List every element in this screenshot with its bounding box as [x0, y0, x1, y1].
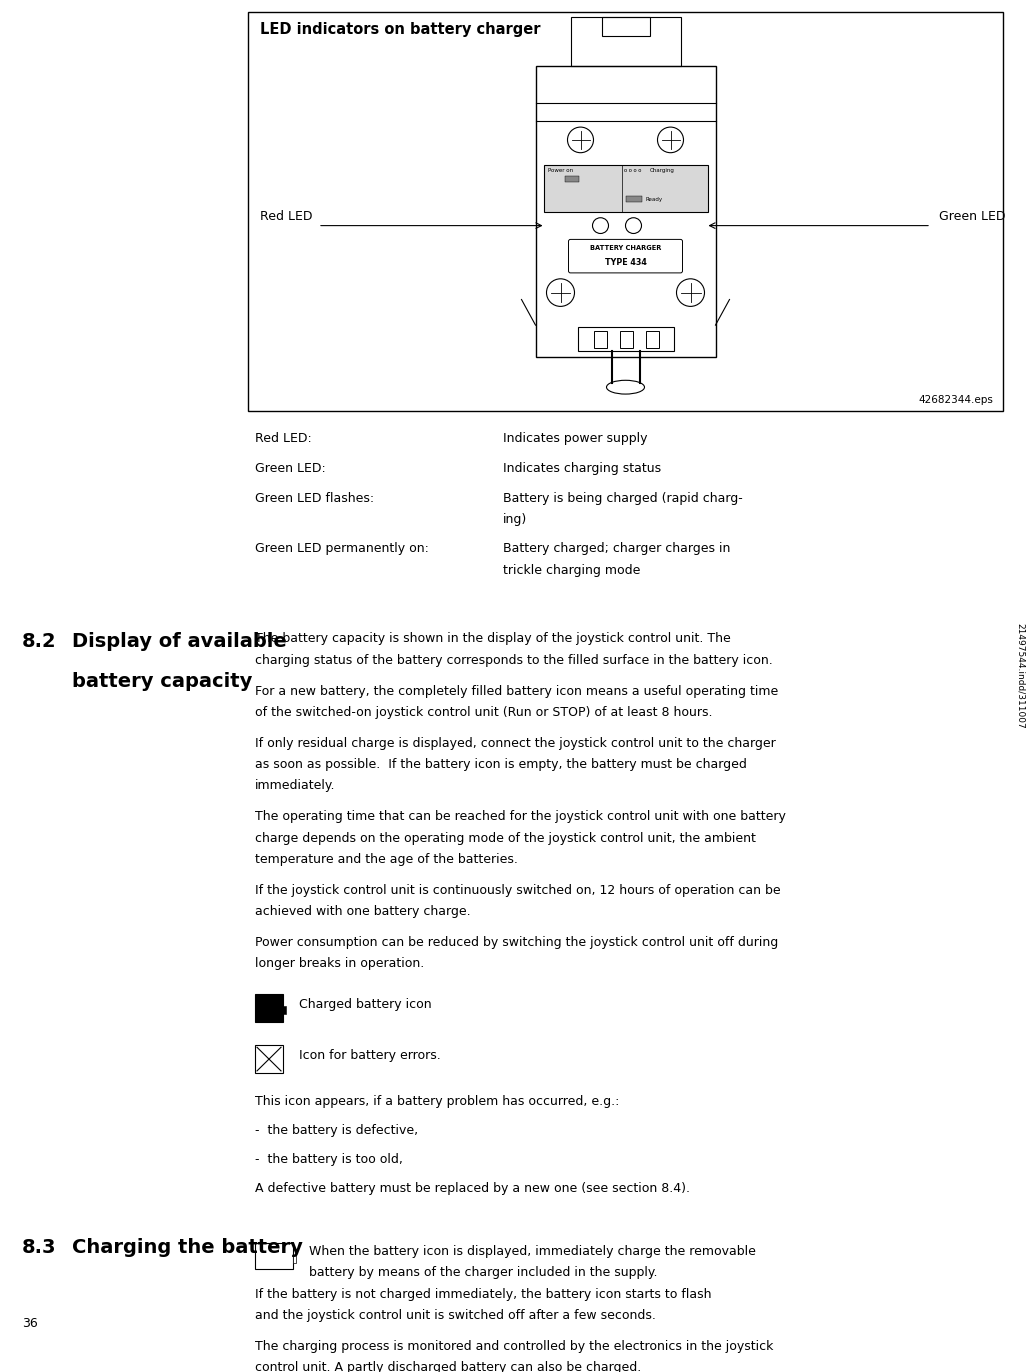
Text: immediately.: immediately.: [255, 779, 335, 792]
Bar: [283, 1007, 286, 1014]
Text: Icon for battery errors.: Icon for battery errors.: [299, 1050, 441, 1062]
Text: For a new battery, the completely filled battery icon means a useful operating t: For a new battery, the completely filled…: [255, 685, 778, 698]
Bar: [248, 12, 1003, 410]
Text: Red LED:: Red LED:: [255, 432, 311, 446]
Text: Battery is being charged (rapid charg-: Battery is being charged (rapid charg-: [503, 491, 743, 505]
Ellipse shape: [607, 380, 645, 394]
Text: -  the battery is too old,: - the battery is too old,: [255, 1152, 403, 1166]
Bar: [593, 331, 607, 347]
Bar: [255, 1243, 293, 1269]
Bar: [646, 331, 659, 347]
Bar: [625, 196, 641, 202]
Text: Display of available: Display of available: [72, 632, 287, 652]
Bar: [601, 16, 650, 37]
Text: Green LED permanently on:: Green LED permanently on:: [255, 542, 429, 556]
Text: Indicates charging status: Indicates charging status: [503, 462, 661, 475]
Bar: [571, 16, 681, 66]
Text: Charging the battery: Charging the battery: [72, 1239, 303, 1257]
Bar: [255, 995, 283, 1022]
Text: Green LED flashes:: Green LED flashes:: [255, 491, 374, 505]
Text: The operating time that can be reached for the joystick control unit with one ba: The operating time that can be reached f…: [255, 811, 785, 823]
Text: TYPE 434: TYPE 434: [604, 258, 647, 268]
Text: The battery capacity is shown in the display of the joystick control unit. The: The battery capacity is shown in the dis…: [255, 632, 731, 645]
Text: 8.2: 8.2: [22, 632, 57, 652]
Text: -  the battery is defective,: - the battery is defective,: [255, 1124, 418, 1136]
Text: If only residual charge is displayed, connect the joystick control unit to the c: If only residual charge is displayed, co…: [255, 737, 776, 750]
Text: 21497544.indd/311007: 21497544.indd/311007: [1016, 623, 1025, 729]
FancyBboxPatch shape: [568, 239, 683, 273]
Text: trickle charging mode: trickle charging mode: [503, 564, 640, 576]
Text: Power consumption can be reduced by switching the joystick control unit off duri: Power consumption can be reduced by swit…: [255, 936, 778, 949]
Text: Charged battery icon: Charged battery icon: [299, 997, 432, 1011]
Text: If the battery is not charged immediately, the battery icon starts to flash: If the battery is not charged immediatel…: [255, 1288, 711, 1301]
Text: of the switched-on joystick control unit (Run or STOP) of at least 8 hours.: of the switched-on joystick control unit…: [255, 705, 712, 719]
Bar: [578, 327, 673, 351]
Text: 8.3: 8.3: [22, 1239, 57, 1257]
Bar: [293, 1254, 296, 1262]
Text: control unit. A partly discharged battery can also be charged.: control unit. A partly discharged batter…: [255, 1361, 641, 1372]
Text: longer breaks in operation.: longer breaks in operation.: [255, 958, 425, 970]
Text: o o o o: o o o o: [624, 169, 640, 173]
Text: achieved with one battery charge.: achieved with one battery charge.: [255, 906, 471, 918]
Text: charge depends on the operating mode of the joystick control unit, the ambient: charge depends on the operating mode of …: [255, 831, 756, 845]
Text: BATTERY CHARGER: BATTERY CHARGER: [590, 246, 661, 251]
Text: 42682344.eps: 42682344.eps: [918, 395, 993, 405]
Text: A defective battery must be replaced by a new one (see section 8.4).: A defective battery must be replaced by …: [255, 1181, 690, 1195]
Bar: [255, 1045, 283, 1073]
Text: This icon appears, if a battery problem has occurred, e.g.:: This icon appears, if a battery problem …: [255, 1095, 620, 1107]
Text: If the joystick control unit is continuously switched on, 12 hours of operation : If the joystick control unit is continuo…: [255, 884, 780, 897]
Text: Ready: Ready: [646, 198, 663, 202]
Text: Battery charged; charger charges in: Battery charged; charger charges in: [503, 542, 730, 556]
Text: and the joystick control unit is switched off after a few seconds.: and the joystick control unit is switche…: [255, 1309, 656, 1321]
Bar: [544, 165, 707, 211]
Text: 36: 36: [22, 1317, 38, 1329]
Text: Red LED: Red LED: [260, 210, 313, 222]
Text: Charging: Charging: [650, 169, 674, 173]
Text: battery by means of the charger included in the supply.: battery by means of the charger included…: [309, 1266, 658, 1280]
Text: The charging process is monitored and controlled by the electronics in the joyst: The charging process is monitored and co…: [255, 1340, 773, 1353]
Text: as soon as possible.  If the battery icon is empty, the battery must be charged: as soon as possible. If the battery icon…: [255, 759, 747, 771]
Text: ing): ing): [503, 513, 527, 525]
Text: charging status of the battery corresponds to the filled surface in the battery : charging status of the battery correspon…: [255, 653, 773, 667]
Bar: [620, 331, 632, 347]
Text: Power on: Power on: [548, 169, 573, 173]
Bar: [536, 66, 715, 357]
Bar: [565, 177, 580, 182]
Text: temperature and the age of the batteries.: temperature and the age of the batteries…: [255, 852, 518, 866]
Text: LED indicators on battery charger: LED indicators on battery charger: [260, 22, 541, 37]
Text: Green LED: Green LED: [939, 210, 1005, 222]
Text: Indicates power supply: Indicates power supply: [503, 432, 648, 446]
Text: When the battery icon is displayed, immediately charge the removable: When the battery icon is displayed, imme…: [309, 1246, 756, 1258]
Text: battery capacity: battery capacity: [72, 672, 253, 691]
Text: Green LED:: Green LED:: [255, 462, 326, 475]
